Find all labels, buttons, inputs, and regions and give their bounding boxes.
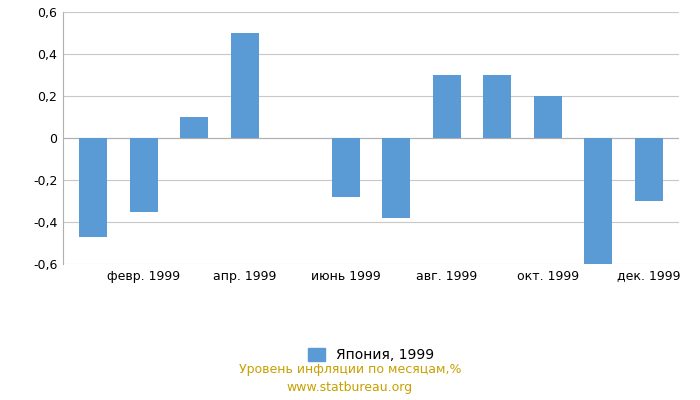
- Text: www.statbureau.org: www.statbureau.org: [287, 382, 413, 394]
- Bar: [332, 138, 360, 197]
- Bar: [584, 138, 612, 268]
- Bar: [534, 96, 561, 138]
- Bar: [635, 138, 663, 201]
- Bar: [79, 138, 107, 237]
- Text: Уровень инфляции по месяцам,%: Уровень инфляции по месяцам,%: [239, 364, 461, 376]
- Bar: [181, 117, 208, 138]
- Bar: [382, 138, 410, 218]
- Legend: Япония, 1999: Япония, 1999: [302, 343, 440, 368]
- Bar: [231, 33, 259, 138]
- Bar: [433, 75, 461, 138]
- Bar: [483, 75, 511, 138]
- Bar: [130, 138, 158, 212]
